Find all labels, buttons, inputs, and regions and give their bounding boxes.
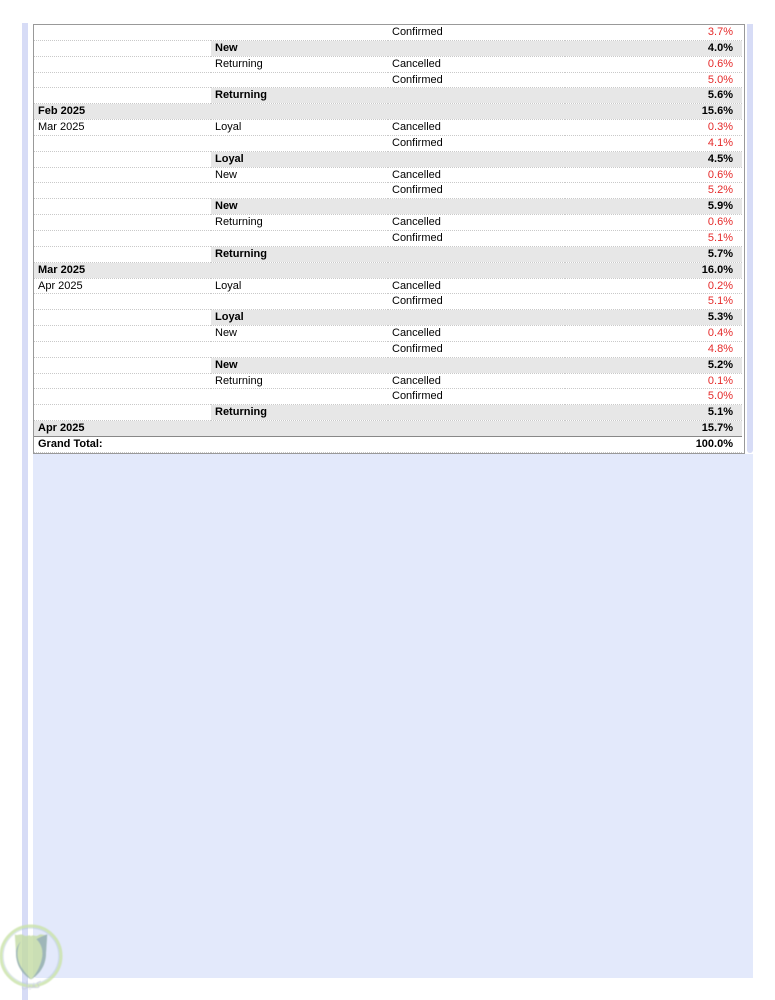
svg-text:كفيل: كفيل [21, 980, 41, 991]
